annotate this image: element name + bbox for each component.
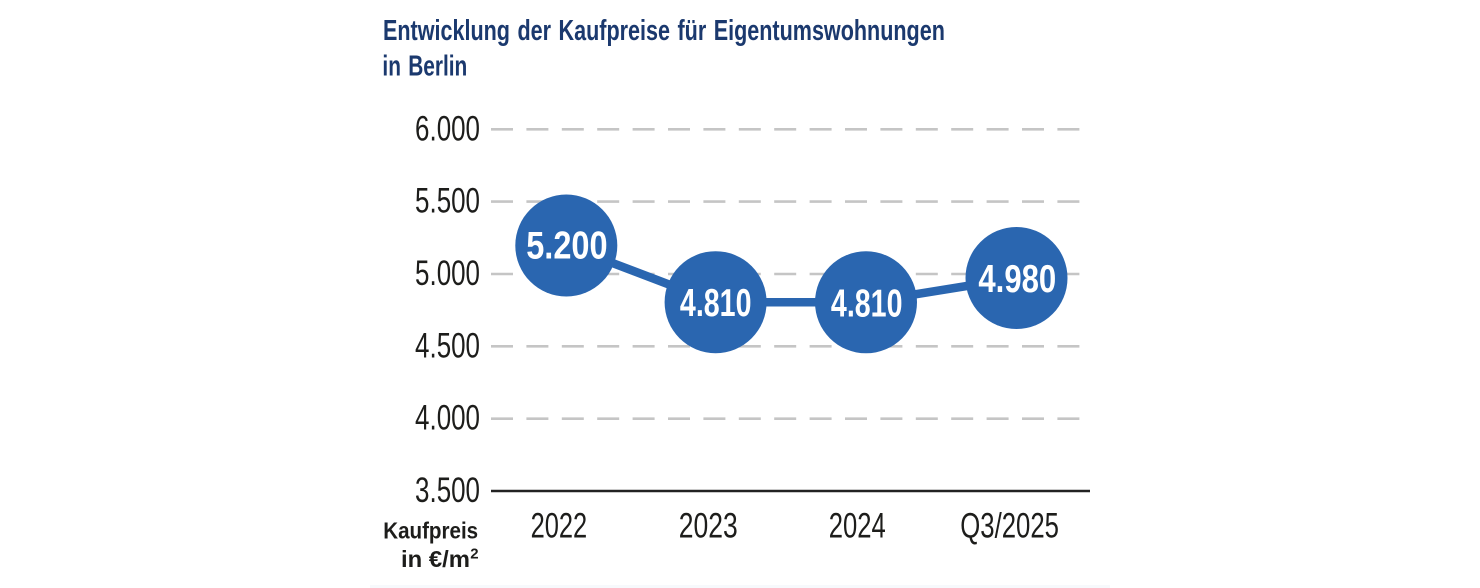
svg-text:5.000: 5.000 xyxy=(415,253,480,293)
svg-text:4.810: 4.810 xyxy=(680,282,752,325)
svg-text:2023: 2023 xyxy=(679,506,738,546)
svg-text:Entwicklung der Kaufpreise für: Entwicklung der Kaufpreise für Eigentums… xyxy=(383,15,945,47)
svg-text:Q3/2025: Q3/2025 xyxy=(960,506,1059,546)
svg-text:in Berlin: in Berlin xyxy=(382,51,467,83)
svg-text:5.500: 5.500 xyxy=(415,181,480,221)
svg-text:2: 2 xyxy=(470,546,478,563)
svg-text:4.000: 4.000 xyxy=(415,398,480,438)
svg-text:2024: 2024 xyxy=(829,506,886,546)
svg-text:in €/m: in €/m xyxy=(401,546,470,572)
svg-text:5.200: 5.200 xyxy=(526,224,607,267)
svg-text:4.810: 4.810 xyxy=(831,282,903,325)
svg-text:4.980: 4.980 xyxy=(978,258,1056,301)
svg-text:4.500: 4.500 xyxy=(415,326,480,366)
svg-text:3.500: 3.500 xyxy=(415,470,480,510)
svg-text:2022: 2022 xyxy=(531,506,588,546)
svg-text:Kaufpreis: Kaufpreis xyxy=(383,518,478,544)
svg-text:6.000: 6.000 xyxy=(415,108,480,148)
